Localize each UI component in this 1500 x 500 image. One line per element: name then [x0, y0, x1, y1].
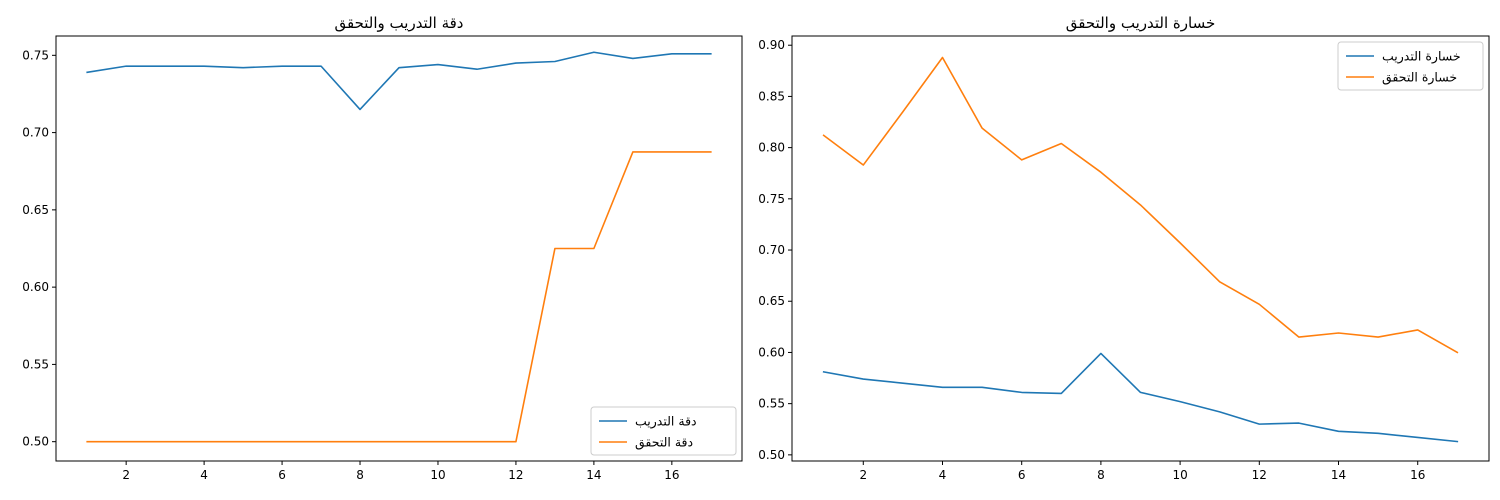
legend: خسارة التدريب خسارة التحقق — [1337, 41, 1484, 91]
x-tick-label: 4 — [939, 468, 947, 482]
y-tick-label: 0.70 — [758, 243, 785, 257]
legend-box — [590, 406, 737, 456]
x-tick-label: 14 — [1331, 468, 1346, 482]
series-line-validation — [86, 151, 712, 443]
y-tick-label: 0.75 — [22, 48, 49, 62]
y-tick-label: 0.60 — [22, 280, 49, 294]
x-tick-label: 10 — [1172, 468, 1187, 482]
x-tick-label: 16 — [1410, 468, 1425, 482]
x-tick-label: 2 — [859, 468, 867, 482]
x-tick-label: 6 — [1018, 468, 1026, 482]
y-tick-label: 0.65 — [22, 203, 49, 217]
y-tick-label: 0.70 — [22, 126, 49, 140]
legend-label: دقة التحقق — [635, 435, 693, 451]
x-tick-label: 10 — [430, 468, 445, 482]
chart-title: خسارة التدريب والتحقق — [1066, 14, 1215, 32]
y-tick-label: 0.50 — [758, 448, 785, 462]
y-tick-label: 0.85 — [758, 89, 785, 103]
x-tick-label: 2 — [122, 468, 130, 482]
legend: دقة التدريب دقة التحقق — [590, 406, 737, 456]
series-line-training — [822, 352, 1459, 443]
legend-label: دقة التدريب — [635, 414, 697, 430]
plot-frame — [55, 35, 743, 462]
loss-chart: خسارة التدريب والتحقق 2 4 6 8 10 12 14 16 0.50 0.5… — [758, 14, 1490, 482]
plot-frame — [791, 35, 1490, 462]
x-tick-label: 12 — [1252, 468, 1267, 482]
series-line-validation — [822, 56, 1459, 354]
x-tick-label: 4 — [200, 468, 208, 482]
y-tick-label: 0.55 — [758, 397, 785, 411]
legend-box — [1337, 41, 1484, 91]
series-line-training — [86, 51, 712, 111]
x-tick-label: 8 — [1097, 468, 1105, 482]
x-tick-label: 14 — [586, 468, 601, 482]
x-tick-label: 16 — [664, 468, 679, 482]
y-tick-label: 0.50 — [22, 435, 49, 449]
x-tick-label: 8 — [356, 468, 364, 482]
legend-label: خسارة التحقق — [1382, 70, 1457, 86]
y-tick-label: 0.75 — [758, 192, 785, 206]
y-tick-label: 0.55 — [22, 357, 49, 371]
accuracy-chart: دقة التدريب والتحقق 2 4 6 8 10 12 14 16 0.50 0.55 0… — [22, 14, 743, 482]
y-tick-label: 0.65 — [758, 294, 785, 308]
legend-label: خسارة التدريب — [1382, 49, 1461, 65]
x-tick-label: 12 — [508, 468, 523, 482]
chart-title: دقة التدريب والتحقق — [334, 14, 463, 32]
y-tick-label: 0.60 — [758, 345, 785, 359]
x-tick-label: 6 — [278, 468, 286, 482]
y-tick-label: 0.90 — [758, 38, 785, 52]
y-tick-label: 0.80 — [758, 141, 785, 155]
